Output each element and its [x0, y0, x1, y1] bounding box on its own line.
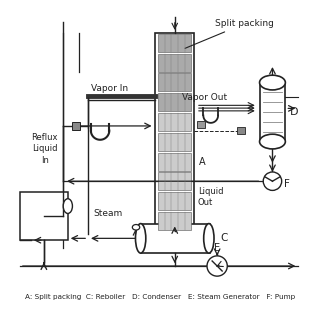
Circle shape [207, 256, 227, 276]
Text: C: C [220, 233, 227, 243]
Bar [197, 121, 205, 128]
Bar [141, 224, 210, 253]
Bar [158, 93, 191, 111]
Ellipse shape [132, 225, 140, 230]
Bar [20, 192, 68, 240]
Text: F: F [284, 179, 290, 189]
Text: Split packing: Split packing [185, 19, 274, 48]
Ellipse shape [63, 199, 72, 213]
Bar [158, 73, 191, 91]
Bar [260, 83, 285, 141]
Text: Vapor In: Vapor In [91, 84, 128, 93]
Bar [158, 113, 191, 131]
Bar [158, 172, 191, 190]
Text: A: A [199, 156, 205, 167]
Bar [158, 192, 191, 210]
Text: A: Split packing  C: Reboiler   D: Condenser   E: Steam Generator   F: Pump: A: Split packing C: Reboiler D: Condense… [25, 294, 295, 300]
Bar [158, 133, 191, 151]
Ellipse shape [204, 224, 214, 253]
Ellipse shape [135, 224, 146, 253]
Ellipse shape [260, 134, 285, 149]
Text: Reflux
Liquid
In: Reflux Liquid In [32, 133, 58, 164]
Bar [158, 212, 191, 230]
Text: D: D [290, 107, 299, 117]
Text: E: E [214, 243, 220, 253]
Bar [158, 34, 191, 52]
Ellipse shape [260, 75, 285, 90]
Bar [158, 53, 191, 71]
Bar [158, 153, 191, 171]
Bar [156, 33, 194, 231]
Circle shape [263, 172, 282, 190]
Bar [237, 127, 245, 134]
Text: Steam: Steam [94, 209, 123, 218]
Bar [71, 122, 80, 130]
Text: Vapor Out: Vapor Out [182, 93, 227, 102]
Text: Liquid
Out: Liquid Out [198, 188, 223, 207]
